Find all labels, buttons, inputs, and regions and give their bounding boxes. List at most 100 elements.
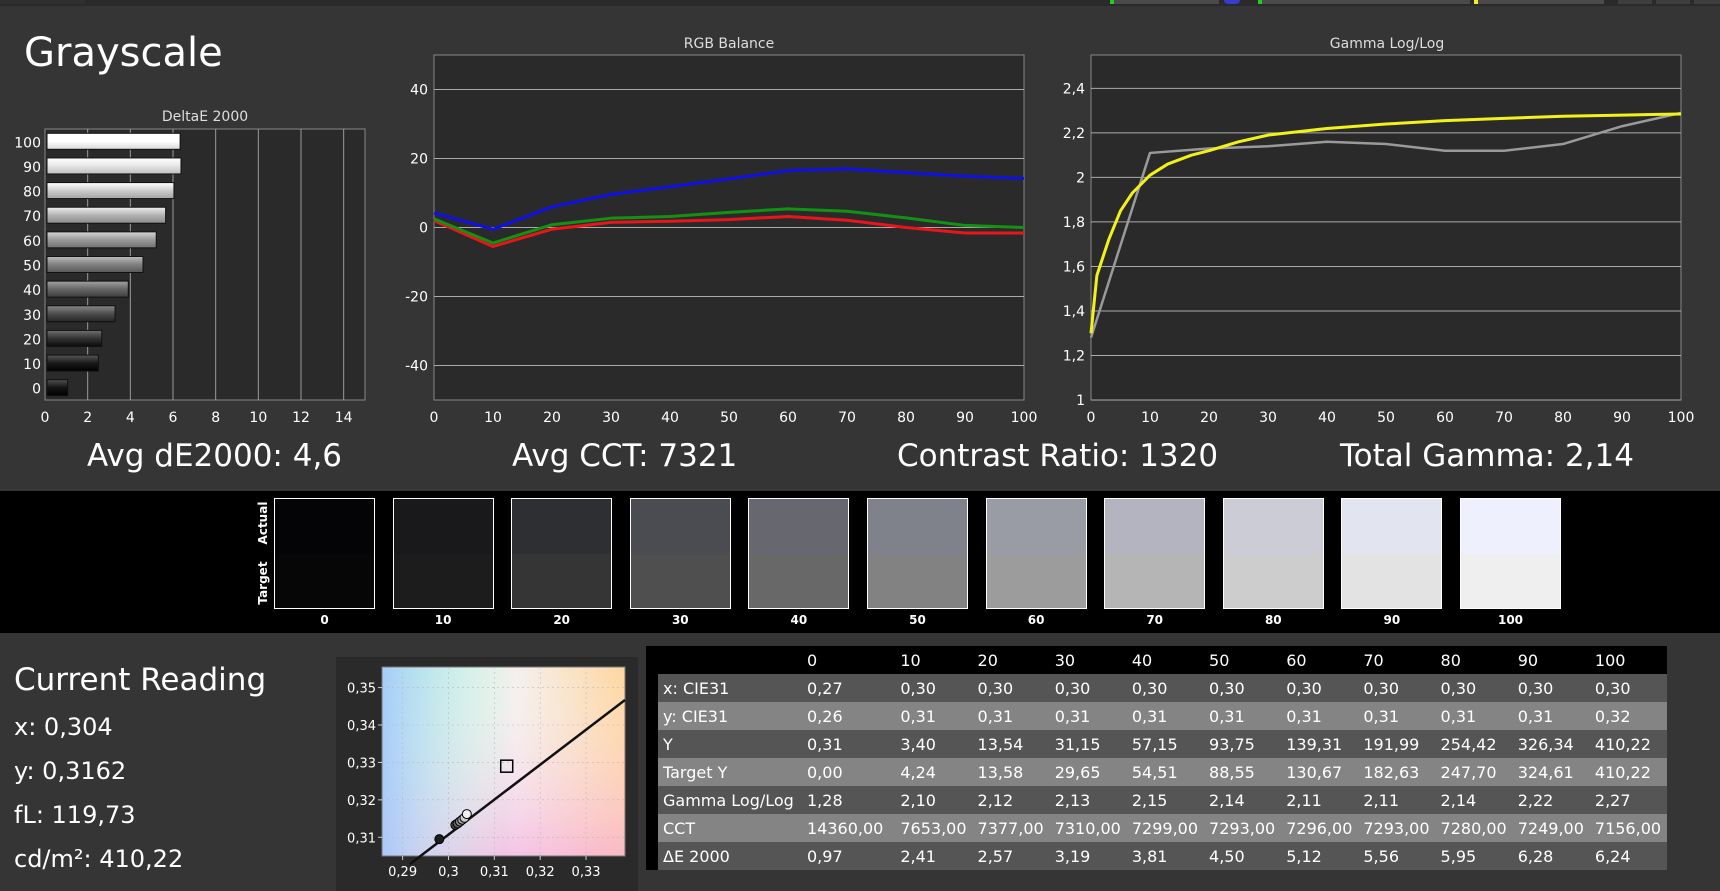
table-cell: 2,10 <box>895 786 973 814</box>
table-cell: 0,26 <box>802 702 896 730</box>
table-cell: 7156,00 <box>1589 814 1668 842</box>
grayscale-patch <box>511 498 613 609</box>
patch-label: 20 <box>553 613 571 627</box>
table-cell: 2,12 <box>972 786 1050 814</box>
deltae-bar <box>46 206 167 224</box>
top-toolbar <box>0 0 1720 6</box>
rgb-y-tick: 0 <box>419 221 428 237</box>
patch-label: 100 <box>1497 613 1524 627</box>
table-row-label: ΔE 2000 <box>646 842 802 870</box>
table-cell: 2,15 <box>1126 786 1205 814</box>
deltae-x-tick: 14 <box>335 410 353 426</box>
table-cell: 0,30 <box>895 674 973 702</box>
deltae-bar <box>46 379 69 397</box>
patch-actual-swatch <box>275 499 374 554</box>
rgb-y-tick: 40 <box>410 83 428 99</box>
table-cell: 4,50 <box>1204 842 1282 870</box>
table-cell: 3,19 <box>1049 842 1127 870</box>
patch-target-swatch <box>393 553 493 608</box>
table-cell: 3,40 <box>895 730 973 758</box>
reading-cdm2: cd/m²: 410,22 <box>14 845 184 873</box>
table-cell: 0,31 <box>1049 702 1127 730</box>
gamma-chart-title: Gamma Log/Log <box>1329 36 1445 52</box>
patch-target-swatch <box>749 553 849 608</box>
grayscale-patch <box>867 498 968 609</box>
table-cell: 7299,00 <box>1126 814 1205 842</box>
cie-y-tick: 0,35 <box>347 682 376 697</box>
table-cell: 2,11 <box>1281 786 1359 814</box>
table-cell: 0,30 <box>1204 674 1282 702</box>
table-cell: 0,31 <box>1281 702 1359 730</box>
rgb-x-tick: 20 <box>543 410 561 426</box>
rgb-x-tick: 10 <box>484 410 502 426</box>
cie-x-tick: 0,33 <box>572 865 601 880</box>
table-cell: 0,31 <box>895 702 973 730</box>
patch-label: 40 <box>790 613 808 627</box>
total-gamma-stat: Total Gamma: 2,14 <box>1340 438 1634 474</box>
toolbar-button[interactable] <box>1618 0 1652 4</box>
table-cell: 2,57 <box>972 842 1050 870</box>
table-row: CCT 14360,00 7653,00 7377,00 7310,00 7299,00 7… <box>646 814 1668 842</box>
deltae-x-tick: 12 <box>292 410 310 426</box>
gamma-y-tick: 2 <box>1076 170 1085 186</box>
deltae-y-tick: 60 <box>23 234 41 250</box>
reading-fl: fL: 119,73 <box>14 801 136 829</box>
table-cell: 54,51 <box>1126 758 1205 786</box>
patch-actual-swatch <box>1105 499 1205 554</box>
patch-actual-swatch <box>393 499 493 554</box>
deltae-y-tick: 0 <box>32 382 41 398</box>
cie-reading-point <box>434 834 445 845</box>
toolbar-segment[interactable] <box>1474 0 1604 4</box>
deltae-bar <box>46 182 175 200</box>
rgb-y-tick: -20 <box>405 290 428 306</box>
patch-label: 70 <box>1146 613 1164 627</box>
table-cell: 0,30 <box>1589 674 1668 702</box>
deltae-y-tick: 80 <box>23 185 41 201</box>
cie-y-tick: 0,31 <box>347 831 376 846</box>
deltae-x-tick: 4 <box>126 410 135 426</box>
patch-label: 10 <box>434 613 452 627</box>
table-column-header: 60 <box>1281 646 1359 674</box>
rgb-x-tick: 30 <box>602 410 620 426</box>
toolbar-button[interactable] <box>1656 0 1690 4</box>
cie-gamut-overlay <box>382 667 625 856</box>
deltae-y-tick: 30 <box>23 308 41 324</box>
cie-x-tick: 0,31 <box>480 865 509 880</box>
table-row: x: CIE31 0,27 0,30 0,30 0,30 0,30 0,30 0,30 0,30… <box>646 674 1668 702</box>
table-column-header: 80 <box>1435 646 1513 674</box>
toolbar-segment[interactable] <box>1258 0 1470 4</box>
deltae-y-tick: 20 <box>23 332 41 348</box>
table-cell: 88,55 <box>1204 758 1282 786</box>
table-cell: 1,28 <box>802 786 896 814</box>
gamma-x-tick: 40 <box>1318 410 1336 426</box>
deltae-y-tick: 50 <box>23 259 41 275</box>
deltae-chart: 0 2 4 6 8 10 12 14 0 10 20 30 40 50 60 70 80 90 100 <box>14 128 366 426</box>
table-cell: 247,70 <box>1435 758 1513 786</box>
table-cell: 0,31 <box>972 702 1050 730</box>
table-row-label: CCT <box>646 814 802 842</box>
rgb-y-tick: -40 <box>405 359 428 375</box>
rgb-series-green <box>433 207 1025 245</box>
grayscale-patch <box>1460 498 1561 609</box>
table-cell: 254,42 <box>1435 730 1513 758</box>
table-cell: 6,24 <box>1589 842 1668 870</box>
deltae-x-tick: 2 <box>83 410 92 426</box>
cie-target-marker <box>499 759 514 773</box>
grayscale-patch <box>1104 498 1206 609</box>
planckian-locus <box>409 699 626 865</box>
toolbar-segment[interactable] <box>1110 0 1219 4</box>
cie-x-tick: 0,29 <box>388 865 417 880</box>
patch-target-swatch <box>1223 553 1323 608</box>
toolbar-segment[interactable] <box>1224 0 1240 4</box>
toolbar-button[interactable] <box>1694 0 1720 4</box>
table-cell: 7293,00 <box>1358 814 1436 842</box>
rgb-x-tick: 0 <box>430 410 439 426</box>
gamma-plot-area <box>1090 54 1682 401</box>
rgb-x-tick: 50 <box>720 410 738 426</box>
grayscale-patch <box>274 498 375 609</box>
deltae-y-tick: 40 <box>23 283 41 299</box>
table-row-label: Y <box>646 730 802 758</box>
table-cell: 7310,00 <box>1049 814 1127 842</box>
table-row: Gamma Log/Log 1,28 2,10 2,12 2,13 2,15 2,14 2,1… <box>646 786 1668 814</box>
toolbar-segment[interactable] <box>0 0 85 4</box>
